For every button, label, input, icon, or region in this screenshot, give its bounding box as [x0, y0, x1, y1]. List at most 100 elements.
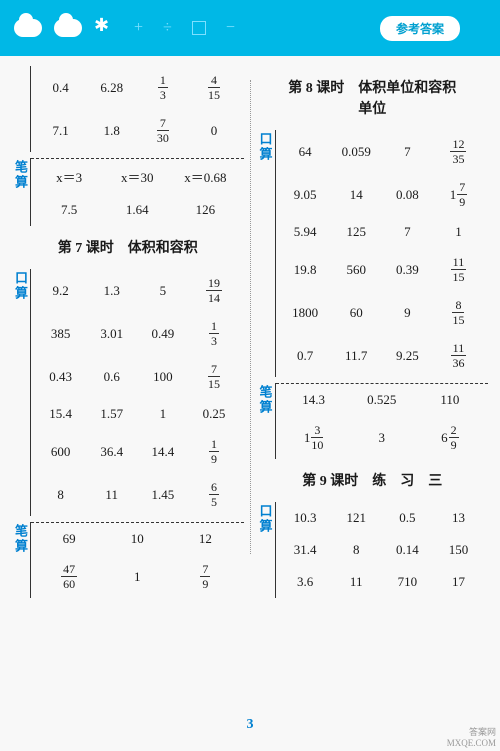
answer-cell: 0.49	[137, 326, 188, 342]
answer-cell: 1.64	[103, 202, 171, 218]
answer-cell: 1.45	[137, 487, 188, 503]
page-number: 3	[0, 717, 500, 733]
answer-cell: 1136	[433, 342, 484, 369]
answer-cell: 0	[188, 123, 239, 139]
plus-icon: +	[134, 19, 143, 37]
answer-key-badge: 参考答案	[380, 16, 460, 41]
answer-cell: 7	[382, 144, 433, 160]
answer-cell: 179	[433, 181, 484, 208]
answer-cell: 126	[171, 202, 239, 218]
lesson8-title: 第 8 课时 体积单位和容积 单位	[257, 78, 489, 120]
answer-cell: 1.3	[86, 283, 137, 299]
answer-cell: 0.4	[35, 80, 86, 96]
answer-cell: 0.39	[382, 262, 433, 278]
answer-cell: 36.4	[86, 444, 137, 460]
lesson9-title: 第 9 课时 练 习 三	[257, 471, 489, 492]
table-row: 0.46.2813415	[31, 66, 244, 109]
answer-cell: 0.5	[382, 510, 433, 526]
answer-cell: 65	[188, 481, 239, 508]
table-row: 5.9412571	[276, 216, 489, 248]
table-row: 691012	[31, 522, 244, 555]
content-area: 0.46.2813415 7.11.87300 笔算 x＝3x＝30x＝0.68…	[0, 56, 500, 604]
answer-cell: 31.4	[280, 542, 331, 558]
bisuan-label: 笔算	[12, 522, 30, 598]
table-row: 7.11.87300	[31, 109, 244, 152]
lesson8-title-line1: 第 8 课时 体积单位和容积	[288, 81, 456, 96]
answer-cell: 110	[416, 392, 484, 408]
top-kousuan-table: 0.46.2813415 7.11.87300	[30, 66, 244, 152]
answer-cell: 4760	[35, 563, 103, 590]
answer-cell: 0.525	[348, 392, 416, 408]
lesson8-kousuan-table: 640.059712359.05140.081795.941257119.856…	[275, 130, 489, 377]
answer-cell: 121	[331, 510, 382, 526]
answer-cell: 125	[331, 224, 382, 240]
answer-cell: 0.25	[188, 406, 239, 422]
answer-cell: 0.7	[280, 348, 331, 364]
answer-cell: 1115	[433, 256, 484, 283]
watermark-line2: MXQE.COM	[447, 738, 496, 748]
answer-cell: 5	[137, 283, 188, 299]
table-row: 8111.4565	[31, 473, 244, 516]
kousuan-label: 口算	[257, 130, 275, 377]
top-kousuan-block: 0.46.2813415 7.11.87300	[12, 66, 244, 152]
answer-cell: x＝30	[103, 167, 171, 186]
answer-cell: 12	[171, 531, 239, 547]
answer-cell: 13	[137, 74, 188, 101]
lesson7-title: 第 7 课时 体积和容积	[12, 238, 244, 259]
square-icon	[192, 21, 206, 35]
bisuan-label: 笔算	[257, 383, 275, 459]
table-row: 3853.010.4913	[31, 312, 244, 355]
divide-icon: ÷	[163, 19, 172, 37]
cloud-icon	[14, 19, 42, 37]
answer-cell: x＝3	[35, 167, 103, 186]
answer-cell: 14.3	[280, 392, 348, 408]
answer-cell: 64	[280, 144, 331, 160]
table-row: 9.21.351914	[31, 269, 244, 312]
answer-cell: 715	[188, 363, 239, 390]
table-row: 4760179	[31, 555, 244, 598]
answer-cell: 7.1	[35, 123, 86, 139]
table-row: 9.05140.08179	[276, 173, 489, 216]
lesson7-kousuan-block: 口算 9.21.3519143853.010.49130.430.6100715…	[12, 269, 244, 516]
answer-cell: 11	[86, 487, 137, 503]
page-header: + ÷ − 参考答案	[0, 0, 500, 56]
answer-cell: 0.059	[331, 144, 382, 160]
answer-cell: 150	[433, 542, 484, 558]
lesson7-bisuan-table: 6910124760179	[30, 522, 244, 598]
answer-cell: 1310	[280, 424, 348, 451]
answer-cell: 9.25	[382, 348, 433, 364]
left-column: 0.46.2813415 7.11.87300 笔算 x＝3x＝30x＝0.68…	[8, 66, 248, 604]
answer-cell: 9.05	[280, 187, 331, 203]
answer-cell: 1914	[188, 277, 239, 304]
lesson9-kousuan-block: 口算 10.31210.51331.480.141503.61171017	[257, 502, 489, 598]
answer-cell: 1.8	[86, 123, 137, 139]
answer-cell: 14	[331, 187, 382, 203]
table-row: x＝3x＝30x＝0.68	[31, 158, 244, 194]
answer-cell: 385	[35, 326, 86, 342]
answer-cell: 5.94	[280, 224, 331, 240]
table-row: 640.05971235	[276, 130, 489, 173]
answer-cell: 17	[433, 574, 484, 590]
answer-cell: 69	[35, 531, 103, 547]
watermark-line1: 答案网	[469, 727, 496, 737]
answer-cell: 600	[35, 444, 86, 460]
watermark: 答案网 MXQE.COM	[447, 727, 496, 749]
answer-cell: 79	[171, 563, 239, 590]
lesson8-bisuan-block: 笔算 14.30.52511013103629	[257, 383, 489, 459]
lesson8-title-line2: 单位	[358, 102, 386, 117]
lesson7-kousuan-table: 9.21.3519143853.010.49130.430.610071515.…	[30, 269, 244, 516]
answer-cell: 10	[103, 531, 171, 547]
table-row: 14.30.525110	[276, 383, 489, 416]
answer-cell: 1	[137, 406, 188, 422]
answer-cell: x＝0.68	[171, 167, 239, 186]
top-bisuan-block: 笔算 x＝3x＝30x＝0.68 7.51.64126	[12, 158, 244, 226]
lesson8-kousuan-block: 口算 640.059712359.05140.081795.941257119.…	[257, 130, 489, 377]
table-row: 13103629	[276, 416, 489, 459]
answer-cell: 0.6	[86, 369, 137, 385]
kousuan-label: 口算	[257, 502, 275, 598]
bisuan-label: 笔算	[12, 158, 30, 226]
answer-cell: 7	[382, 224, 433, 240]
answer-cell: 730	[137, 117, 188, 144]
column-divider	[250, 80, 251, 554]
answer-cell: 100	[137, 369, 188, 385]
